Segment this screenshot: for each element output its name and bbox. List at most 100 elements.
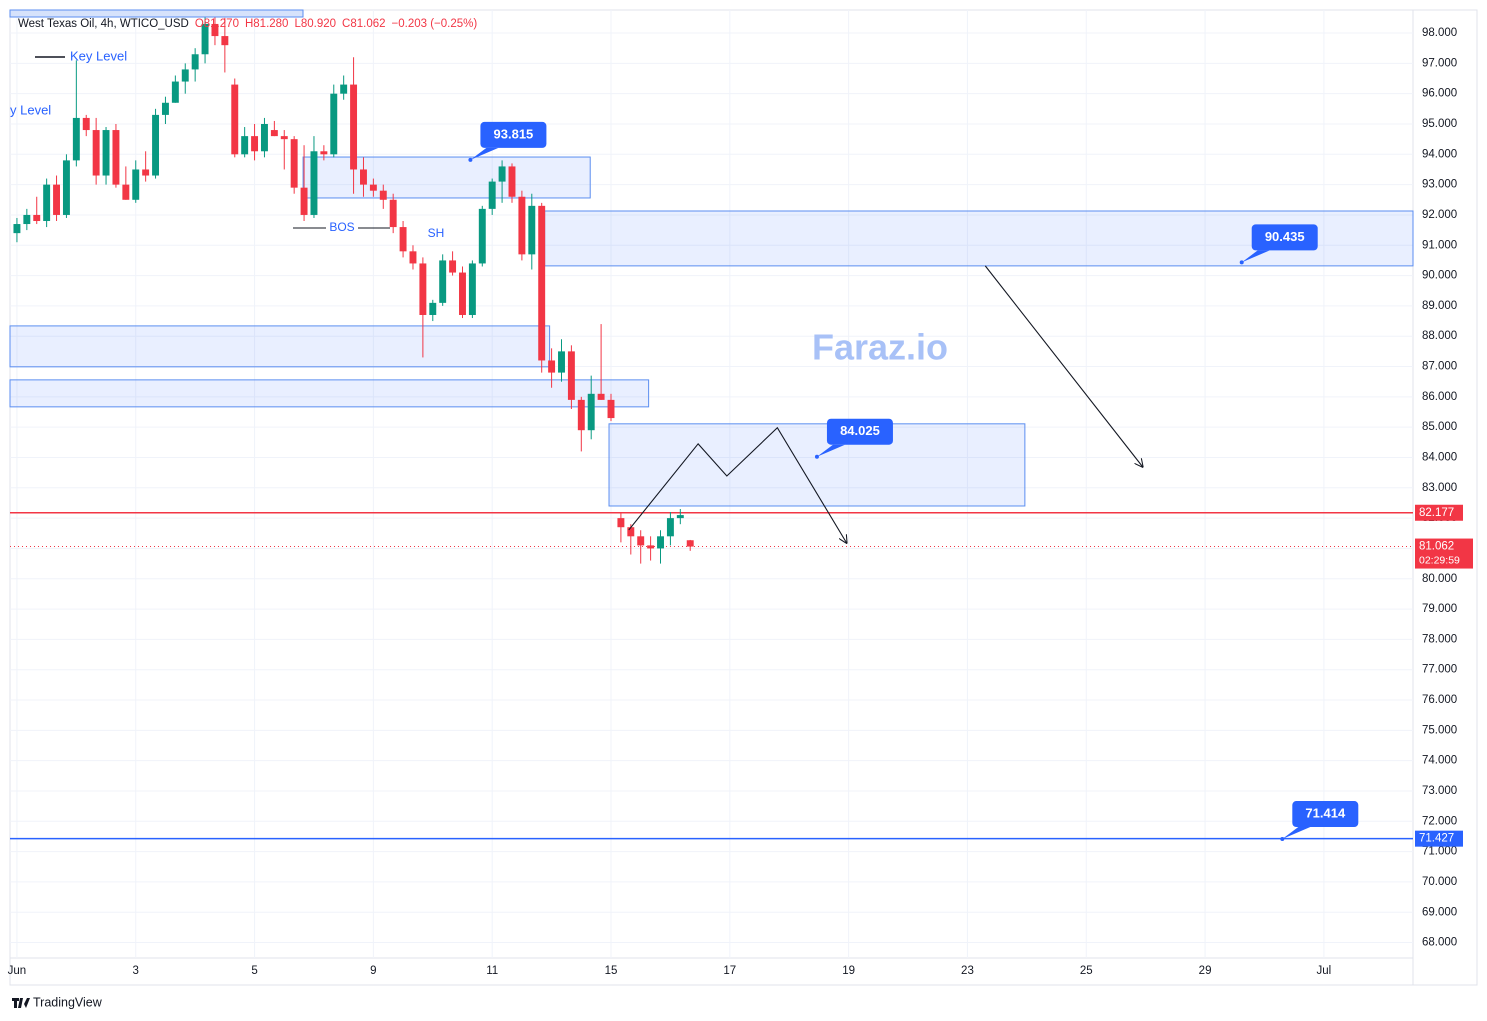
candle-body (429, 302, 437, 315)
candle-body (637, 536, 645, 546)
y-tick-label: 91.000 (1422, 239, 1457, 251)
callout-pointer (1241, 250, 1270, 263)
candle-body (270, 130, 278, 137)
zones (9, 156, 1414, 507)
x-tick-label: 23 (961, 965, 974, 977)
zone (302, 156, 591, 199)
callout-label: 71.414 (1305, 805, 1346, 820)
callout-anchor (468, 157, 473, 162)
y-tick-label: 84.000 (1422, 452, 1457, 464)
axes: 98.000 97.000 96.000 95.000 94.000 93.000 92.0… (8, 27, 1473, 977)
tv-logo (12, 998, 30, 1008)
key-level-label: Key Level (70, 48, 127, 63)
bos-label: BOS (329, 220, 354, 234)
y-tick-label: 69.000 (1422, 906, 1457, 918)
candle-body (607, 399, 615, 419)
candle-body (548, 360, 556, 373)
candle-body (330, 93, 338, 155)
price-label: 71.427 (1419, 833, 1454, 845)
candle-body (231, 84, 239, 155)
footer: TradingView (33, 995, 103, 1009)
y-tick-label: 86.000 (1422, 391, 1457, 403)
candle-body (112, 130, 120, 185)
x-tick-label: 5 (251, 965, 257, 977)
callout-label: 84.025 (840, 423, 880, 438)
candle-body (142, 169, 150, 176)
y-tick-label: 92.000 (1422, 209, 1457, 221)
key-level-label: y Level (10, 102, 51, 117)
y-tick-label: 79.000 (1422, 603, 1457, 615)
y-tick-label: 95.000 (1422, 118, 1457, 130)
projection-path (984, 265, 1142, 467)
y-tick-label: 96.000 (1422, 88, 1457, 100)
y-tick-label: 89.000 (1422, 300, 1457, 312)
x-tick-label: 11 (486, 965, 498, 977)
y-tick-label: 78.000 (1422, 633, 1457, 645)
callout-anchor (1280, 837, 1285, 842)
bos-bg (326, 220, 358, 236)
y-tick-label: 93.000 (1422, 179, 1457, 191)
candle-body (498, 166, 506, 182)
zone (544, 210, 1414, 267)
callout-label: 90.435 (1265, 229, 1305, 244)
candles (13, 11, 694, 564)
candle-body (211, 23, 219, 37)
y-tick-label: 70.000 (1422, 876, 1457, 888)
y-tick-label: 68.000 (1422, 937, 1457, 949)
candle-body (191, 54, 199, 70)
candle-body (449, 260, 457, 273)
candle-body (350, 84, 358, 170)
candle-body (241, 136, 249, 155)
candle-body (676, 515, 684, 519)
callout-pointer (470, 147, 499, 160)
candle-body (171, 81, 179, 103)
candle-body (538, 205, 546, 361)
candle-body (340, 84, 348, 94)
candle-body (369, 184, 377, 191)
candle-body (587, 393, 595, 431)
x-tick-label: 3 (133, 965, 139, 977)
candle-body (221, 36, 229, 46)
ohlc: H81.280 (245, 18, 288, 30)
candle-body (280, 136, 288, 140)
callout-box (826, 418, 893, 445)
candle-body (459, 272, 466, 315)
y-tick-label: 98.000 (1422, 27, 1457, 39)
y-tick-label: 83.000 (1422, 482, 1457, 494)
frame (9, 9, 1478, 986)
candle-body (62, 160, 70, 215)
candle-body (647, 545, 655, 549)
zone (608, 423, 1026, 507)
candle-body (181, 69, 189, 82)
price-label: 82.177 (1419, 507, 1454, 519)
candle-body (300, 187, 308, 215)
candle-body (102, 130, 110, 176)
candle-body (310, 151, 318, 215)
candle-body (468, 263, 476, 315)
candle-body (627, 527, 635, 537)
candle-body (478, 208, 486, 264)
sh-label: SH (428, 226, 445, 240)
y-tick-label: 94.000 (1422, 148, 1457, 160)
callout-label: 93.815 (494, 126, 534, 141)
candle-body (577, 399, 585, 431)
x-tick-label: 19 (842, 965, 855, 977)
candle-body (33, 214, 41, 222)
x-tick-label: Jun (8, 965, 27, 977)
y-tick-label: 74.000 (1422, 755, 1457, 767)
candle-body (528, 205, 536, 255)
clipped-zone (9, 9, 304, 18)
y-tick-label: 97.000 (1422, 57, 1457, 69)
current-price-label: 81.062 (1419, 541, 1454, 553)
countdown: 02:29:59 (1419, 554, 1460, 566)
candle-body (132, 169, 140, 200)
candle-body (152, 114, 160, 176)
y-tick-label: 87.000 (1422, 361, 1457, 373)
x-tick-label: Jul (1317, 965, 1332, 977)
candle-body (23, 214, 31, 225)
candle-body (13, 224, 21, 234)
candle-body (657, 536, 664, 549)
candle-body (92, 130, 100, 176)
